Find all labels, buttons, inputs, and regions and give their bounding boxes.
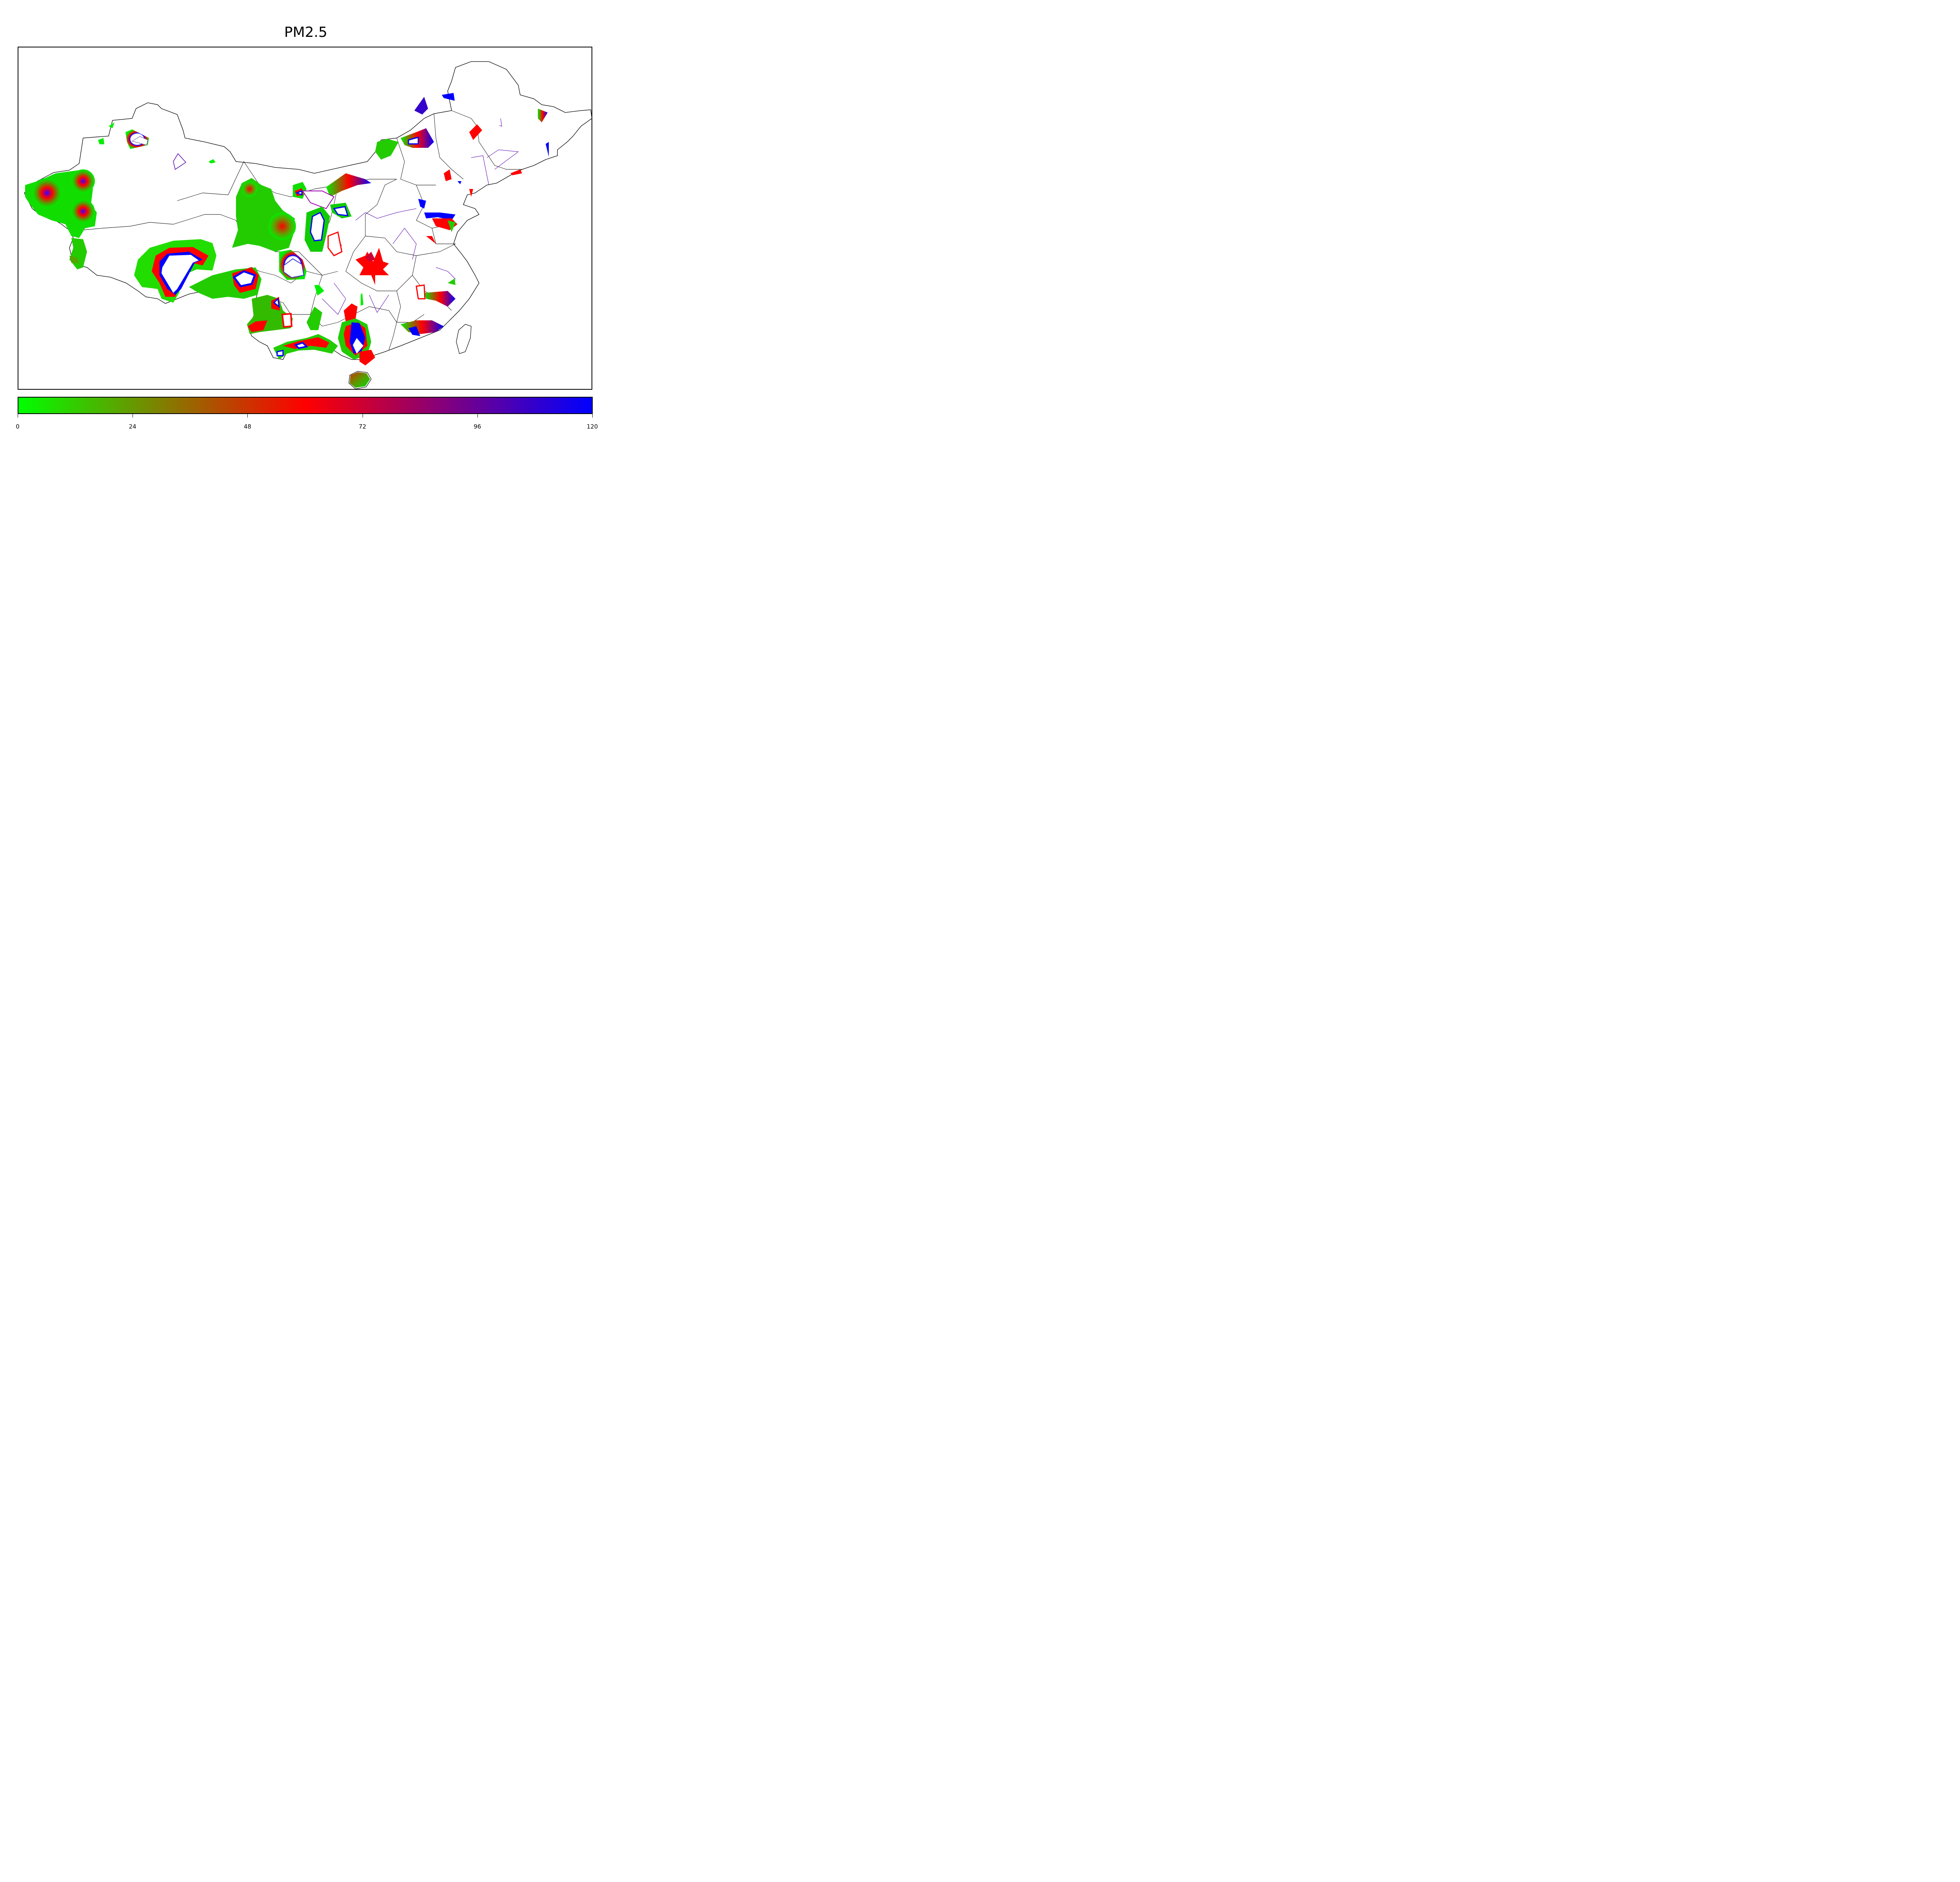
colorbar-tick [132,414,133,418]
colorbar-tick-label: 0 [16,423,20,430]
colorbar-tick-label: 72 [359,423,367,430]
pm25-contour-xinjiang-north [98,122,216,170]
colorbar-tick [592,414,593,418]
colorbar-tick [247,414,248,418]
island-outline-hainan [348,371,372,389]
colorbar-tick [477,414,478,418]
pm25-contour-tibet-east [189,267,261,299]
country-outline [24,61,592,360]
map-panel [18,47,592,390]
pm25-contour-southeast [401,278,456,336]
pm25-map [24,61,592,389]
colorbar-tick-label: 48 [243,423,251,430]
pm25-contour-thin-lines [322,118,519,315]
island-outline-taiwan [456,324,472,354]
pm25-contour-hubei [356,248,389,285]
colorbar-tick-label: 24 [129,423,136,430]
pm25-contour-qinghai [232,178,307,280]
pm25-contour-hainan [350,372,370,388]
pm25-contour-south-border [273,307,338,360]
pm25-contour-central-south [338,293,375,365]
colorbar-tick-label: 120 [586,423,598,430]
pm25-contour-north-central [293,173,371,256]
pm25-contour-east [418,189,473,244]
colorbar-tick-label: 96 [474,423,481,430]
pm25-contour-xinjiang-west [25,169,97,269]
pm25-contour-yunnan [247,285,324,334]
colorbar [18,397,593,414]
pm25-contour-northeast [375,93,549,184]
map-title: PM2.5 [284,24,328,40]
